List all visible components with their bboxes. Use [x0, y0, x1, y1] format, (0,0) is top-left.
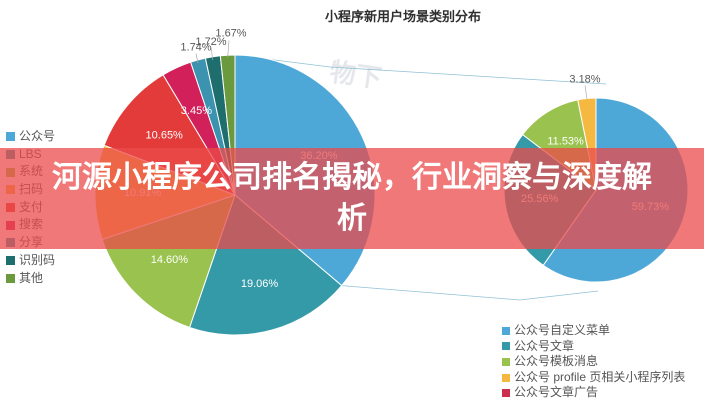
svg-text:11.53%: 11.53% [547, 136, 584, 148]
svg-text:19.06%: 19.06% [241, 278, 279, 290]
svg-text:14.60%: 14.60% [151, 254, 189, 266]
svg-text:3.18%: 3.18% [569, 74, 600, 86]
svg-text:1.67%: 1.67% [215, 27, 246, 39]
svg-text:10.65%: 10.65% [146, 130, 184, 142]
svg-text:3.45%: 3.45% [181, 105, 212, 117]
